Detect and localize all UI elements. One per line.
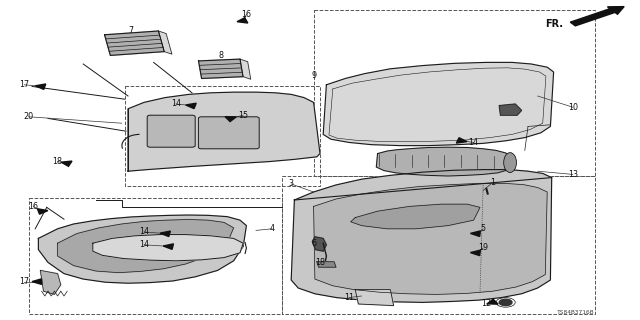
Text: 16: 16 [241,10,252,19]
Text: 13: 13 [568,170,578,179]
FancyBboxPatch shape [198,117,259,149]
Polygon shape [240,59,251,79]
Polygon shape [198,59,243,78]
Polygon shape [499,104,522,115]
Text: 11: 11 [344,293,354,302]
Polygon shape [128,92,320,171]
Text: 4: 4 [269,224,275,233]
Text: 12: 12 [481,300,492,308]
Text: 19: 19 [478,244,488,252]
Text: 16: 16 [28,202,38,211]
Circle shape [499,299,512,306]
Text: 5: 5 [481,224,486,233]
FancyBboxPatch shape [147,115,195,147]
Bar [282,176,595,314]
Bar [125,86,320,186]
Polygon shape [291,170,552,302]
Polygon shape [351,204,480,229]
Text: 14: 14 [139,240,149,249]
Polygon shape [93,235,243,261]
Text: 9: 9 [311,71,316,80]
Text: 17: 17 [19,80,29,89]
Text: 14: 14 [139,228,149,236]
Bar [29,198,282,314]
Text: 18: 18 [315,258,325,267]
Polygon shape [323,62,554,146]
Polygon shape [317,262,336,267]
Text: 1: 1 [490,178,495,187]
Ellipse shape [504,153,516,172]
Polygon shape [104,31,164,55]
Text: 7: 7 [129,26,134,35]
Text: 8: 8 [218,52,223,60]
Text: 6: 6 [311,239,316,248]
Polygon shape [40,270,61,294]
Polygon shape [38,215,246,283]
Text: 17: 17 [19,277,29,286]
Polygon shape [314,183,547,294]
Polygon shape [312,237,326,251]
Text: 20: 20 [24,112,34,121]
FancyArrow shape [570,7,624,26]
Text: 14: 14 [468,138,479,147]
Text: 18: 18 [52,157,63,166]
Text: TS84B3716B: TS84B3716B [557,309,595,315]
Bar [314,10,595,176]
Text: 14: 14 [171,100,181,108]
Text: FR.: FR. [545,19,563,29]
Polygon shape [159,31,172,54]
Text: 15: 15 [238,111,248,120]
Text: 3: 3 [289,180,294,188]
Polygon shape [58,220,234,273]
Polygon shape [355,290,394,306]
Polygon shape [376,147,511,176]
Text: 10: 10 [568,103,578,112]
